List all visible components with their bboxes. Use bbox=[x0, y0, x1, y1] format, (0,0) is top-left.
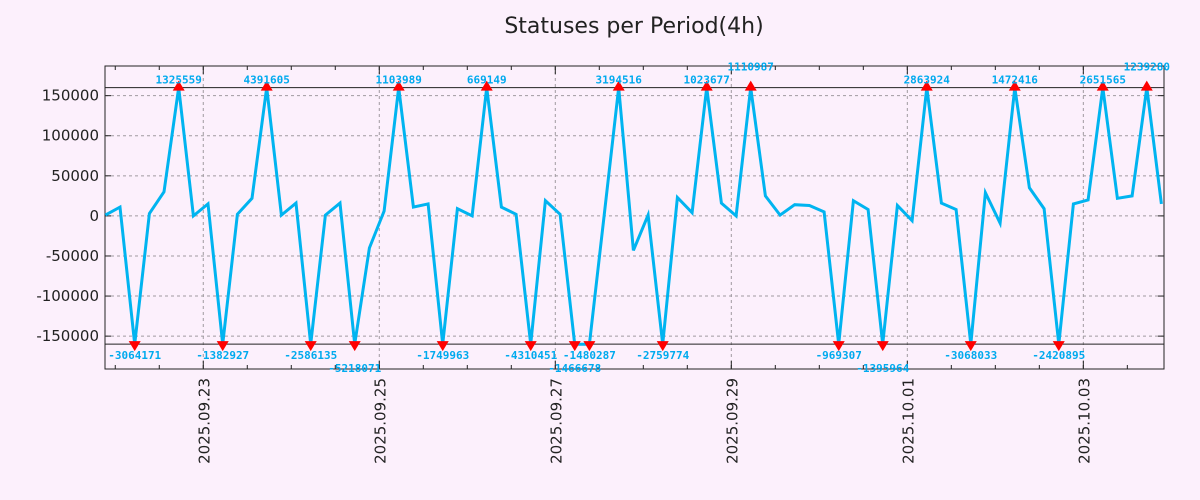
outlier-label: 4391605 bbox=[244, 74, 290, 87]
outlier-label: -969307 bbox=[816, 349, 862, 362]
y-tick-label: 150000 bbox=[42, 87, 99, 105]
outlier-label: -2586135 bbox=[284, 349, 337, 362]
outlier-down-marker bbox=[436, 341, 449, 352]
outlier-down-marker bbox=[568, 341, 581, 352]
outlier-down-marker bbox=[1052, 341, 1065, 352]
y-tick-label: 0 bbox=[89, 207, 99, 225]
outlier-label: -2759774 bbox=[636, 349, 689, 362]
outlier-label: -5218071 bbox=[328, 362, 381, 375]
outlier-label: 1103989 bbox=[376, 74, 422, 87]
outlier-down-marker bbox=[128, 341, 141, 352]
outlier-down-marker bbox=[304, 341, 317, 352]
outlier-label: 3194516 bbox=[596, 74, 643, 87]
y-tick-label: -50000 bbox=[46, 247, 99, 265]
x-tick-label: 2025.09.27 bbox=[547, 378, 565, 464]
outlier-label: 2651565 bbox=[1080, 74, 1126, 87]
x-tick-label: 2025.09.23 bbox=[195, 378, 213, 464]
outlier-up-marker bbox=[700, 80, 713, 91]
outlier-label: 1110987 bbox=[728, 61, 774, 74]
plot-frame bbox=[104, 65, 1165, 370]
outlier-up-marker bbox=[612, 80, 625, 91]
x-tick-label: 2025.10.01 bbox=[899, 378, 917, 464]
outlier-up-marker bbox=[1140, 80, 1153, 91]
outlier-label: -3068033 bbox=[944, 349, 997, 362]
outlier-up-marker bbox=[172, 80, 185, 91]
outlier-down-marker bbox=[524, 341, 537, 352]
outlier-label: 1239280 bbox=[1124, 61, 1170, 74]
outlier-label: -1466678 bbox=[548, 362, 601, 375]
outlier-label: 1472416 bbox=[992, 74, 1039, 87]
chart-title: Statuses per Period(4h) bbox=[504, 14, 764, 39]
outlier-up-marker bbox=[1096, 80, 1109, 91]
y-tick-label: 100000 bbox=[42, 127, 99, 145]
outlier-down-marker bbox=[348, 341, 361, 352]
outlier-label: 1023677 bbox=[684, 74, 730, 87]
outlier-label: 2863924 bbox=[904, 74, 951, 87]
outlier-label: 1325559 bbox=[156, 74, 202, 87]
y-tick-label: -100000 bbox=[36, 287, 99, 305]
outlier-label: -4310451 bbox=[504, 349, 557, 362]
outlier-up-marker bbox=[1008, 80, 1021, 91]
outlier-down-marker bbox=[216, 341, 229, 352]
outlier-label: -1480287 bbox=[563, 349, 616, 362]
outlier-label: -2420895 bbox=[1032, 349, 1085, 362]
outlier-label: 669149 bbox=[467, 74, 507, 87]
outlier-down-marker bbox=[656, 341, 669, 352]
y-tick-label: 50000 bbox=[51, 167, 99, 185]
outlier-up-marker bbox=[392, 80, 405, 91]
outlier-label: -1749963 bbox=[416, 349, 469, 362]
outlier-up-marker bbox=[744, 80, 757, 91]
outlier-down-marker bbox=[876, 341, 889, 352]
outlier-down-marker bbox=[583, 341, 596, 352]
outlier-down-marker bbox=[832, 341, 845, 352]
outlier-label: -1395964 bbox=[856, 362, 909, 375]
outlier-up-marker bbox=[920, 80, 933, 91]
x-tick-label: 2025.10.03 bbox=[1075, 378, 1093, 464]
x-tick-label: 2025.09.29 bbox=[723, 378, 741, 464]
outlier-up-marker bbox=[480, 80, 493, 91]
x-tick-label: 2025.09.25 bbox=[371, 378, 389, 464]
outlier-up-marker bbox=[260, 80, 273, 91]
outlier-label: -1382927 bbox=[196, 349, 249, 362]
outlier-label: -3064171 bbox=[108, 349, 161, 362]
y-tick-label: -150000 bbox=[36, 327, 99, 345]
outlier-down-marker bbox=[964, 341, 977, 352]
